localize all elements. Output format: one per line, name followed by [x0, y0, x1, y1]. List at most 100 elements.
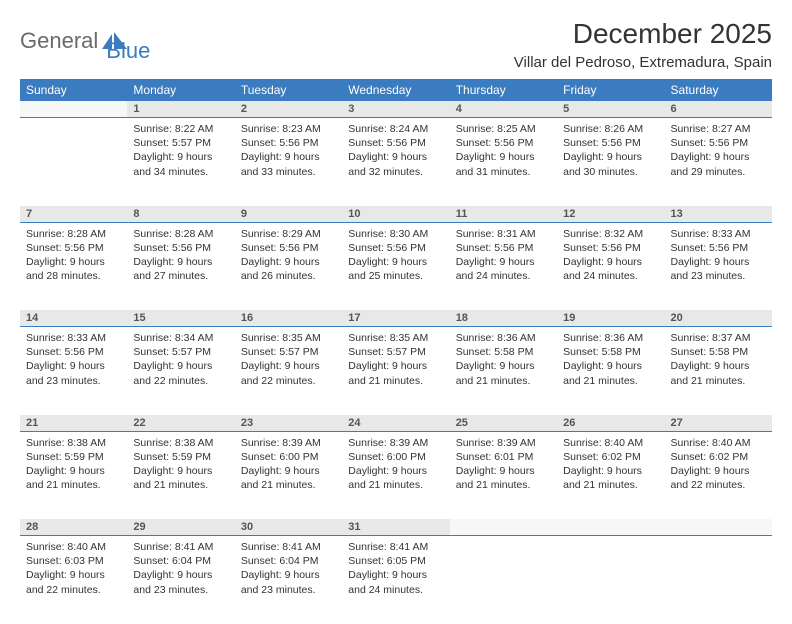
title-block: December 2025 Villar del Pedroso, Extrem… — [514, 18, 772, 71]
day-number-cell: 23 — [235, 415, 342, 432]
daylight-text: Daylight: 9 hours — [563, 359, 658, 373]
day-content-cell: Sunrise: 8:29 AMSunset: 5:56 PMDaylight:… — [235, 222, 342, 310]
daylight-text: and 21 minutes. — [456, 478, 551, 492]
day-content-row: Sunrise: 8:40 AMSunset: 6:03 PM Daylight:… — [20, 536, 772, 624]
daylight-text: and 23 minutes. — [133, 583, 228, 597]
day-number-row: 21222324252627 — [20, 415, 772, 432]
sunset-text: Sunset: 5:58 PM — [456, 345, 551, 359]
day-content-row: Sunrise: 8:28 AMSunset: 5:56 PMDaylight:… — [20, 222, 772, 310]
daylight-text: and 23 minutes. — [26, 374, 121, 388]
location: Villar del Pedroso, Extremadura, Spain — [514, 54, 772, 71]
day-number-cell: 27 — [665, 415, 772, 432]
logo: General Blue — [20, 18, 150, 64]
daylight-text: and 22 minutes. — [241, 374, 336, 388]
daylight-text: Daylight: 9 hours — [241, 359, 336, 373]
weekday-header: Saturday — [665, 79, 772, 101]
day-content-cell: Sunrise: 8:40 AMSunset: 6:02 PMDaylight:… — [557, 431, 664, 519]
daylight-text: Daylight: 9 hours — [348, 359, 443, 373]
daylight-text: Daylight: 9 hours — [133, 255, 228, 269]
daylight-text: and 21 minutes. — [563, 478, 658, 492]
sunrise-text: Sunrise: 8:38 AM — [133, 436, 228, 450]
sunset-text: Sunset: 6:02 PM — [671, 450, 766, 464]
daylight-text: and 34 minutes. — [133, 165, 228, 179]
daylight-text: Daylight: 9 hours — [671, 464, 766, 478]
daylight-text: Daylight: 9 hours — [671, 150, 766, 164]
sunset-text: Sunset: 5:56 PM — [563, 241, 658, 255]
weekday-header: Wednesday — [342, 79, 449, 101]
day-number-cell: 10 — [342, 206, 449, 223]
day-content-cell: Sunrise: 8:38 AMSunset: 5:59 PMDaylight:… — [127, 431, 234, 519]
sunset-text: Sunset: 6:03 PM — [26, 554, 121, 568]
daylight-text: Daylight: 9 hours — [671, 255, 766, 269]
day-number-cell: 13 — [665, 206, 772, 223]
day-content-cell: Sunrise: 8:34 AMSunset: 5:57 PMDaylight:… — [127, 327, 234, 415]
sunset-text: Sunset: 6:01 PM — [456, 450, 551, 464]
sunrise-text: Sunrise: 8:39 AM — [456, 436, 551, 450]
day-number-cell — [665, 519, 772, 536]
day-content-cell: Sunrise: 8:30 AMSunset: 5:56 PMDaylight:… — [342, 222, 449, 310]
sunrise-text: Sunrise: 8:36 AM — [563, 331, 658, 345]
daylight-text: and 26 minutes. — [241, 269, 336, 283]
sunset-text: Sunset: 5:56 PM — [348, 241, 443, 255]
sunrise-text: Sunrise: 8:26 AM — [563, 122, 658, 136]
sunset-text: Sunset: 5:56 PM — [671, 136, 766, 150]
daylight-text: Daylight: 9 hours — [348, 568, 443, 582]
daylight-text: and 28 minutes. — [26, 269, 121, 283]
daylight-text: and 21 minutes. — [563, 374, 658, 388]
weekday-header: Sunday — [20, 79, 127, 101]
daylight-text: and 31 minutes. — [456, 165, 551, 179]
sunset-text: Sunset: 6:00 PM — [348, 450, 443, 464]
day-content-cell: Sunrise: 8:25 AMSunset: 5:56 PMDaylight:… — [450, 118, 557, 206]
daylight-text: Daylight: 9 hours — [348, 150, 443, 164]
weekday-header: Monday — [127, 79, 234, 101]
daylight-text: and 21 minutes. — [671, 374, 766, 388]
day-content-cell: Sunrise: 8:39 AMSunset: 6:00 PMDaylight:… — [235, 431, 342, 519]
sunrise-text: Sunrise: 8:40 AM — [671, 436, 766, 450]
daylight-text: and 23 minutes. — [241, 583, 336, 597]
day-content-cell: Sunrise: 8:37 AMSunset: 5:58 PMDaylight:… — [665, 327, 772, 415]
sunrise-text: Sunrise: 8:27 AM — [671, 122, 766, 136]
sunset-text: Sunset: 5:56 PM — [241, 241, 336, 255]
day-number-cell: 11 — [450, 206, 557, 223]
day-number-cell: 9 — [235, 206, 342, 223]
sunset-text: Sunset: 5:57 PM — [133, 345, 228, 359]
sunset-text: Sunset: 5:56 PM — [241, 136, 336, 150]
sunset-text: Sunset: 5:58 PM — [563, 345, 658, 359]
sunset-text: Sunset: 5:56 PM — [456, 136, 551, 150]
day-number-cell: 26 — [557, 415, 664, 432]
daylight-text: and 22 minutes. — [26, 583, 121, 597]
sunset-text: Sunset: 5:56 PM — [133, 241, 228, 255]
daylight-text: and 30 minutes. — [563, 165, 658, 179]
daylight-text: and 23 minutes. — [671, 269, 766, 283]
sunrise-text: Sunrise: 8:40 AM — [26, 540, 121, 554]
sunrise-text: Sunrise: 8:28 AM — [26, 227, 121, 241]
daylight-text: Daylight: 9 hours — [133, 359, 228, 373]
header: General Blue December 2025 Villar del Pe… — [20, 18, 772, 71]
sunset-text: Sunset: 5:56 PM — [348, 136, 443, 150]
daylight-text: Daylight: 9 hours — [26, 464, 121, 478]
day-number-cell: 30 — [235, 519, 342, 536]
sunrise-text: Sunrise: 8:35 AM — [241, 331, 336, 345]
daylight-text: Daylight: 9 hours — [133, 568, 228, 582]
sunrise-text: Sunrise: 8:22 AM — [133, 122, 228, 136]
weekday-header: Tuesday — [235, 79, 342, 101]
sunset-text: Sunset: 5:56 PM — [26, 241, 121, 255]
day-content-cell: Sunrise: 8:26 AMSunset: 5:56 PMDaylight:… — [557, 118, 664, 206]
day-content-cell: Sunrise: 8:36 AMSunset: 5:58 PMDaylight:… — [450, 327, 557, 415]
sunset-text: Sunset: 5:59 PM — [26, 450, 121, 464]
sunrise-text: Sunrise: 8:33 AM — [671, 227, 766, 241]
day-content-cell: Sunrise: 8:28 AMSunset: 5:56 PMDaylight:… — [127, 222, 234, 310]
day-content-cell: Sunrise: 8:41 AMSunset: 6:05 PMDaylight:… — [342, 536, 449, 624]
day-number-cell — [557, 519, 664, 536]
daylight-text: and 27 minutes. — [133, 269, 228, 283]
daylight-text: and 21 minutes. — [133, 478, 228, 492]
sunrise-text: Sunrise: 8:25 AM — [456, 122, 551, 136]
day-number-cell: 19 — [557, 310, 664, 327]
sunset-text: Sunset: 6:04 PM — [241, 554, 336, 568]
day-number-cell — [450, 519, 557, 536]
daylight-text: Daylight: 9 hours — [456, 255, 551, 269]
daylight-text: Daylight: 9 hours — [456, 359, 551, 373]
day-number-cell: 1 — [127, 101, 234, 118]
sunrise-text: Sunrise: 8:41 AM — [348, 540, 443, 554]
day-content-cell: Sunrise: 8:28 AMSunset: 5:56 PMDaylight:… — [20, 222, 127, 310]
